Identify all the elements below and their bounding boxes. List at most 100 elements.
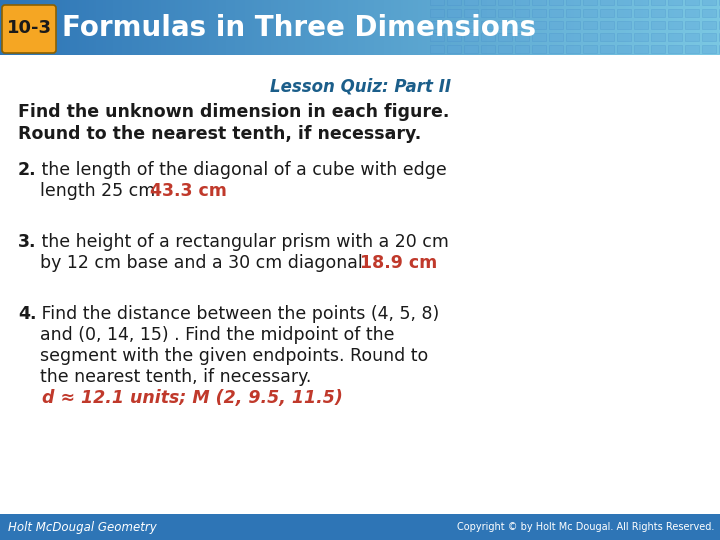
Bar [211,0,214,55]
Bar [559,0,562,55]
Text: Find the distance between the points (4, 5, 8): Find the distance between the points (4,… [36,305,439,323]
Bar [566,45,580,53]
Bar [515,9,529,17]
Bar [420,0,423,55]
Bar [619,0,621,55]
Bar [137,0,139,55]
Bar [317,0,319,55]
Bar [498,45,512,53]
Bar [634,9,648,17]
Bar [396,0,398,55]
Bar [583,21,597,29]
Bar [685,45,699,53]
Bar [307,0,310,55]
Bar [451,0,454,55]
Bar [295,0,297,55]
Bar [651,45,665,53]
Bar [113,0,115,55]
Bar [297,0,300,55]
Bar [175,0,178,55]
Bar [506,0,509,55]
Text: 4.: 4. [18,305,37,323]
Bar [475,0,477,55]
Bar [372,0,374,55]
Bar [447,21,461,29]
Bar [562,0,564,55]
Bar [132,0,135,55]
Bar [281,0,283,55]
Bar [135,0,137,55]
Bar [0,0,2,55]
Bar [9,0,12,55]
Bar [86,0,89,55]
Bar [447,33,461,41]
Bar [685,9,699,17]
Bar [542,0,545,55]
Bar [571,0,574,55]
Bar [600,45,614,53]
Bar [115,0,117,55]
Bar [89,0,91,55]
Bar [230,0,233,55]
Bar [557,0,559,55]
Bar [679,0,682,55]
Bar [646,0,648,55]
Bar [668,33,682,41]
Bar [60,0,63,55]
Bar [463,0,466,55]
Bar [651,0,665,5]
Bar [509,0,511,55]
Bar [103,0,106,55]
Bar [430,33,444,41]
Bar [564,0,567,55]
Text: Find the unknown dimension in each figure.: Find the unknown dimension in each figur… [18,103,449,121]
Bar [617,9,631,17]
Bar [610,0,612,55]
Bar [125,0,127,55]
Bar [528,0,531,55]
Bar [79,0,81,55]
Text: segment with the given endpoints. Round to: segment with the given endpoints. Round … [18,347,428,365]
Bar [447,0,461,5]
Bar [182,0,185,55]
Bar [319,0,322,55]
Bar [437,0,439,55]
Bar [603,0,605,55]
Bar [81,0,84,55]
Bar [238,0,240,55]
Bar [715,0,718,55]
Bar [168,0,171,55]
Bar [38,0,41,55]
Bar [532,33,546,41]
Bar [485,0,487,55]
Bar [691,0,693,55]
Bar [413,0,415,55]
Bar [394,0,396,55]
Bar [617,0,631,5]
Bar [430,0,444,5]
Bar [410,0,413,55]
Bar [117,0,120,55]
Bar [515,45,529,53]
Bar [466,0,468,55]
Bar [634,0,636,55]
Bar [430,0,432,55]
Bar [634,21,648,29]
Bar [353,0,355,55]
Bar [312,0,315,55]
Bar [600,0,603,55]
Text: 10-3: 10-3 [6,19,52,37]
Bar [535,0,538,55]
Bar [600,0,614,5]
Bar [408,0,410,55]
Bar [415,0,418,55]
Bar [464,45,478,53]
Text: Holt McDougal Geometry: Holt McDougal Geometry [8,521,157,534]
Bar [668,0,682,5]
Bar [682,0,684,55]
Bar [531,0,533,55]
Bar [482,0,485,55]
Bar [696,0,698,55]
Bar [187,0,189,55]
Bar [264,0,266,55]
